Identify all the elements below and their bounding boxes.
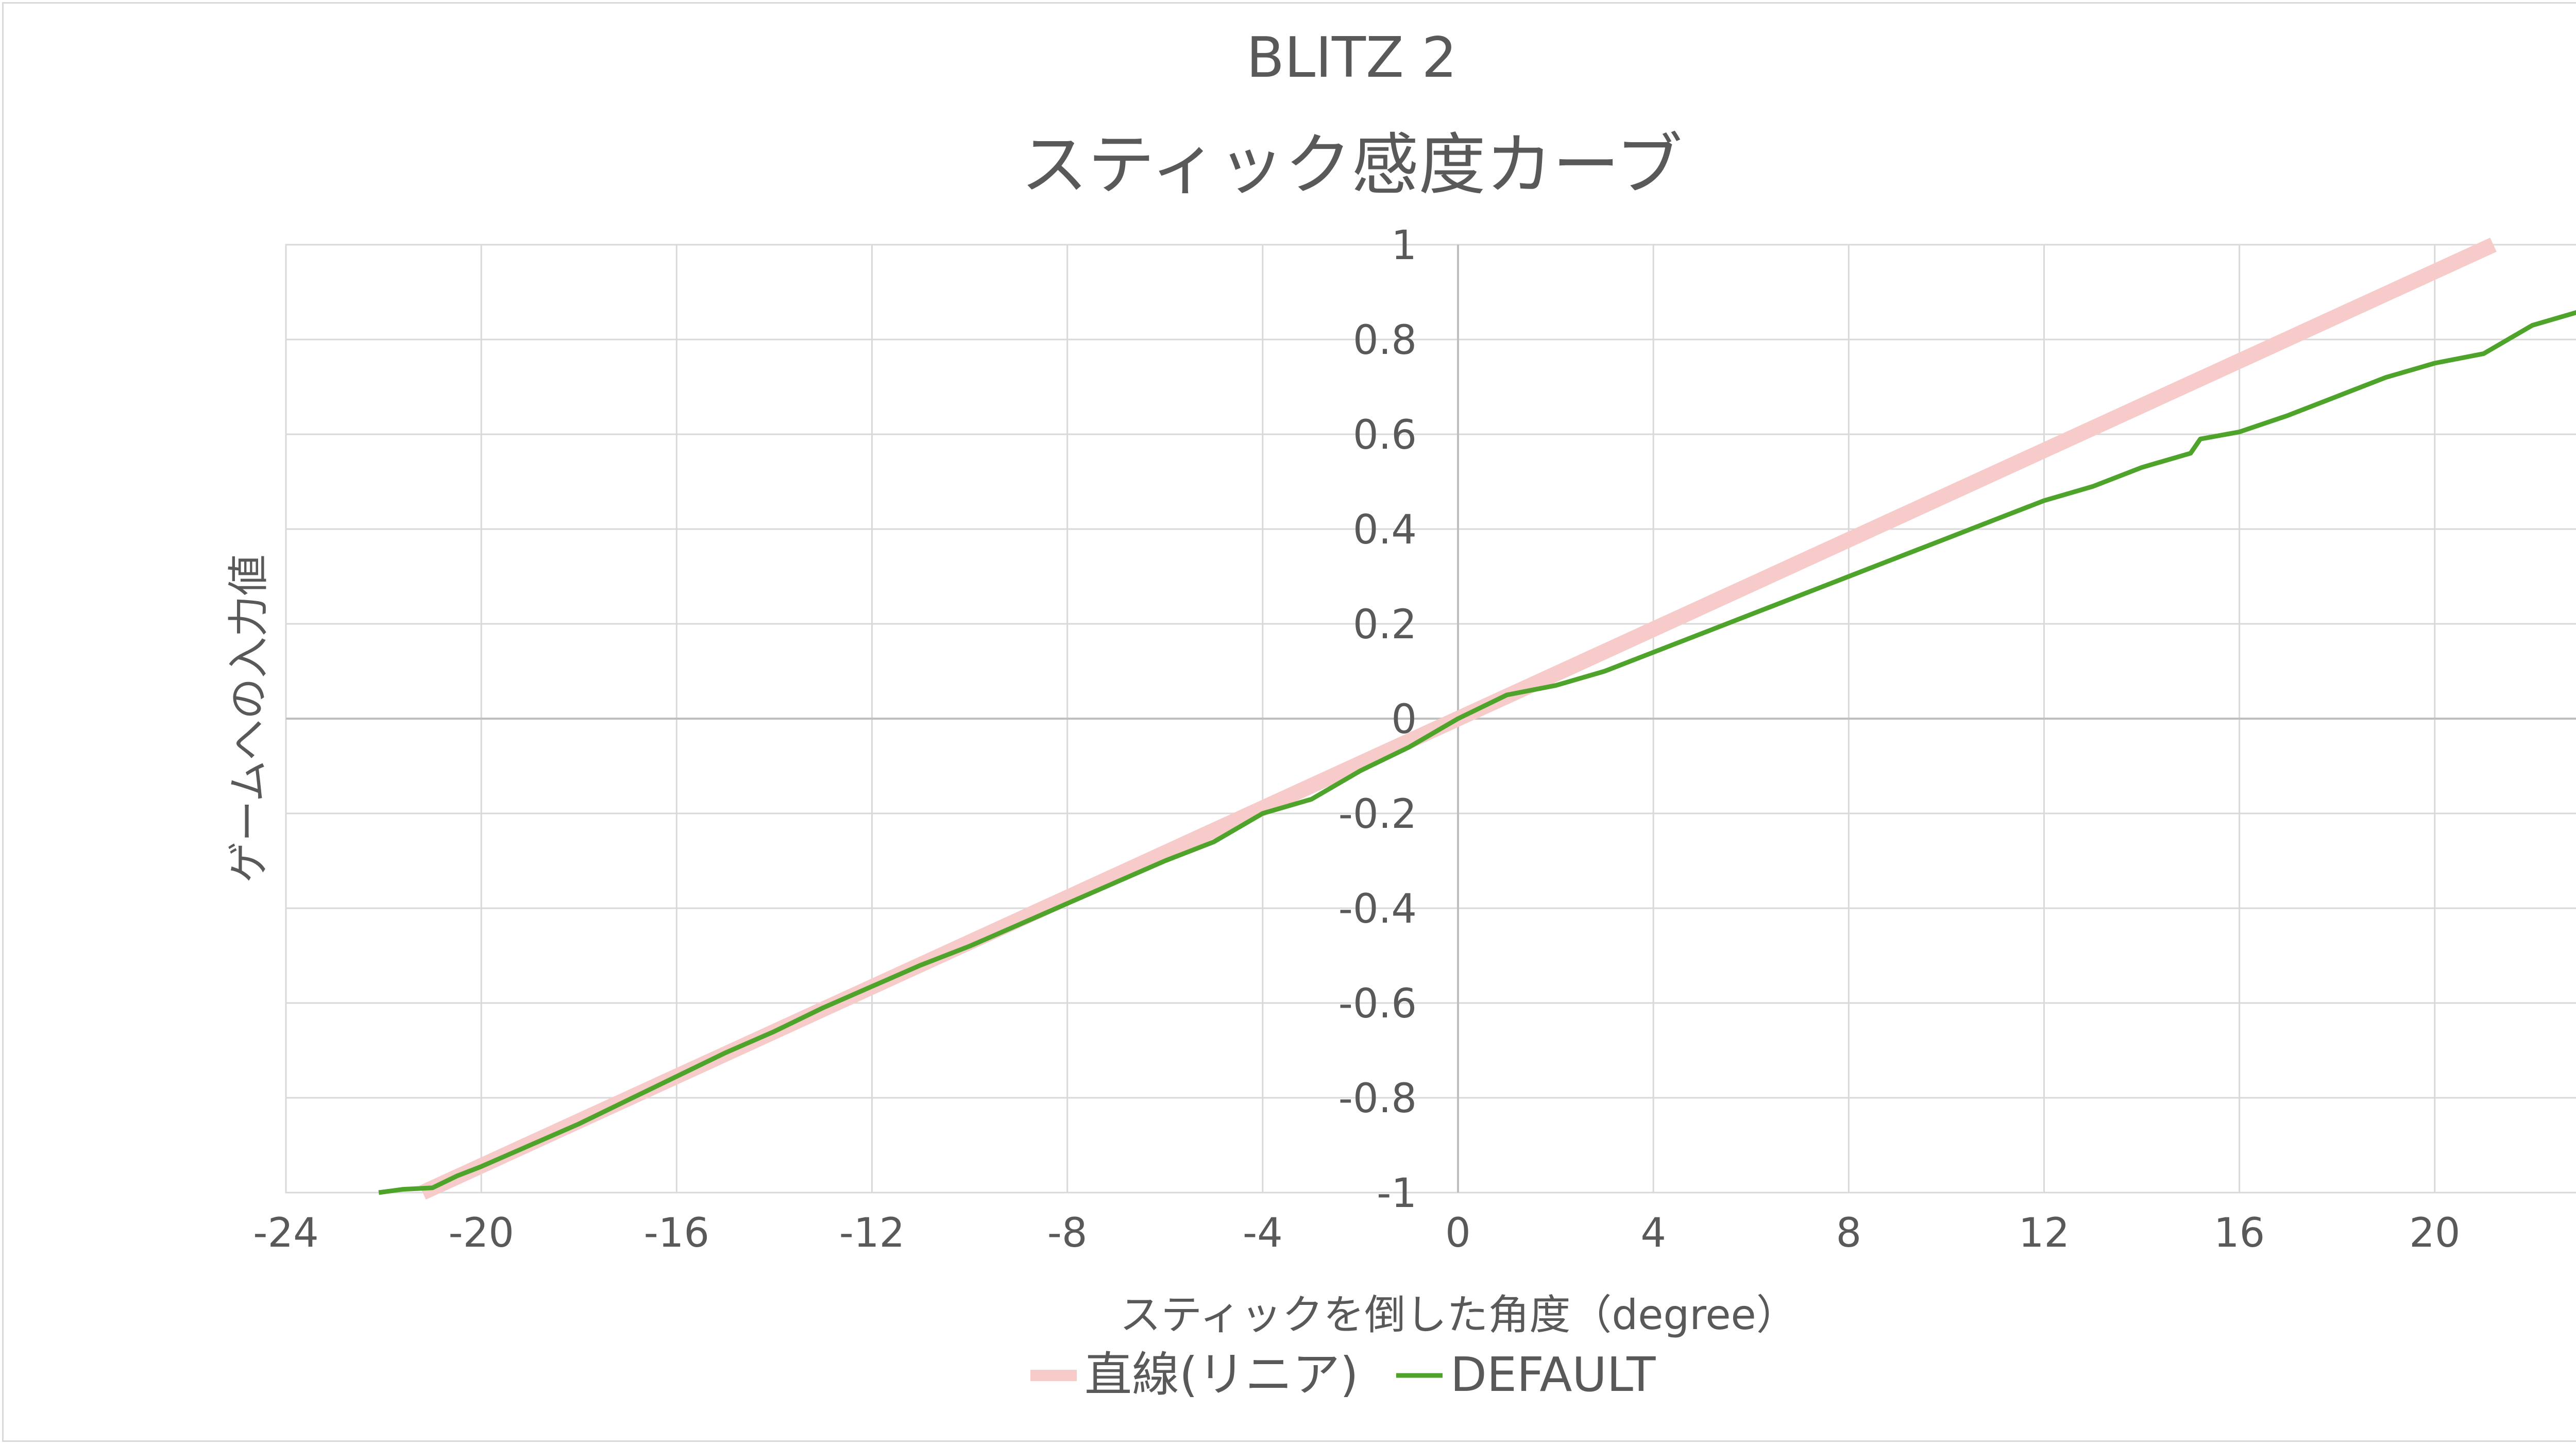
y-axis-label: ゲームへの入力値 [225, 554, 273, 883]
x-tick-label: 20 [2409, 1210, 2460, 1256]
legend-label-0: 直線(リニア) [1084, 1347, 1359, 1402]
x-tick-label: 8 [1836, 1210, 1862, 1256]
x-tick-label: -24 [253, 1210, 318, 1256]
x-tick-label: -8 [1047, 1210, 1088, 1256]
x-tick-label: -20 [448, 1210, 514, 1256]
x-tick-label: 0 [1445, 1210, 1471, 1256]
y-tick-label: 0 [1391, 696, 1417, 743]
series-lines [378, 237, 2576, 1200]
y-tick-label: 0.8 [1353, 317, 1417, 364]
legend: 直線(リニア) DEFAULT [1030, 1347, 1656, 1402]
x-tick-label: 12 [2019, 1210, 2070, 1256]
y-tick-label: 0.4 [1353, 507, 1417, 553]
y-tick-label: -1 [1377, 1170, 1417, 1217]
chart-title: BLITZ 2 [1246, 26, 1458, 90]
y-tick-label: 1 [1391, 223, 1417, 269]
y-tick-label: 0.6 [1353, 412, 1417, 458]
x-tick-label: -4 [1243, 1210, 1283, 1256]
chart-subtitle: スティック感度カーブ [1021, 126, 1683, 204]
y-tick-label: -0.6 [1338, 981, 1417, 1027]
tick-labels: -24-20-16-12-8-40481216202410.80.60.40.2… [253, 223, 2460, 1256]
y-tick-label: -0.2 [1338, 791, 1417, 838]
x-axis-label: スティックを倒した角度（degree） [1120, 1291, 1798, 1339]
y-tick-label: -0.4 [1338, 886, 1417, 932]
x-tick-label: 4 [1640, 1210, 1666, 1256]
y-tick-label: -0.8 [1338, 1076, 1417, 1122]
series-line-1 [378, 310, 2576, 1195]
x-tick-label: -12 [839, 1210, 905, 1256]
x-tick-label: 16 [2214, 1210, 2265, 1256]
legend-label-1: DEFAULT [1450, 1347, 1656, 1402]
y-tick-label: 0.2 [1353, 602, 1417, 648]
axes [286, 245, 2576, 1193]
x-tick-label: -16 [644, 1210, 709, 1256]
